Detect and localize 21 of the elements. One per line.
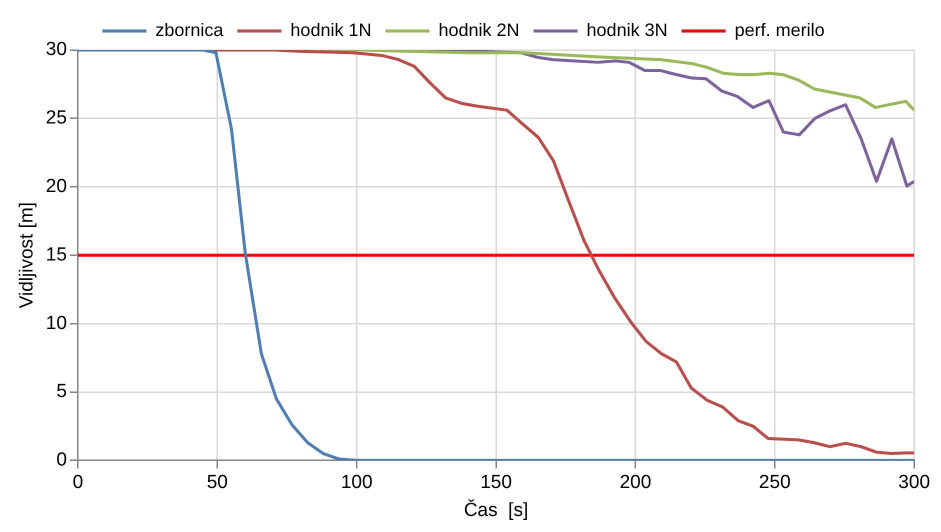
legend-label: hodnik 3N: [586, 20, 668, 40]
x-tick-label: 250: [758, 472, 791, 494]
x-tick-label: 300: [898, 472, 930, 494]
x-tick-label: 0: [72, 472, 84, 494]
y-tick-label: 30: [46, 39, 67, 60]
legend-label: perf. merilo: [734, 20, 825, 40]
x-tick-label: 200: [620, 472, 652, 494]
legend-label: zbornica: [155, 20, 224, 40]
x-tick-label: 150: [480, 472, 512, 494]
x-tick-label: 100: [340, 472, 373, 494]
legend-label: hodnik 1N: [290, 20, 372, 40]
y-axis-title: Vidljivost [m]: [16, 202, 38, 308]
y-tick-label: 10: [46, 312, 67, 334]
legend-label: hodnik 2N: [438, 20, 520, 40]
y-tick-label: 5: [56, 381, 67, 402]
y-tick-label: 20: [46, 176, 67, 198]
y-tick-label: 0: [56, 450, 67, 471]
x-tick-label: 50: [206, 472, 228, 494]
y-tick-label: 15: [46, 244, 67, 266]
y-tick-label: 25: [46, 108, 67, 129]
x-axis-title: Čas [s]: [464, 498, 528, 521]
